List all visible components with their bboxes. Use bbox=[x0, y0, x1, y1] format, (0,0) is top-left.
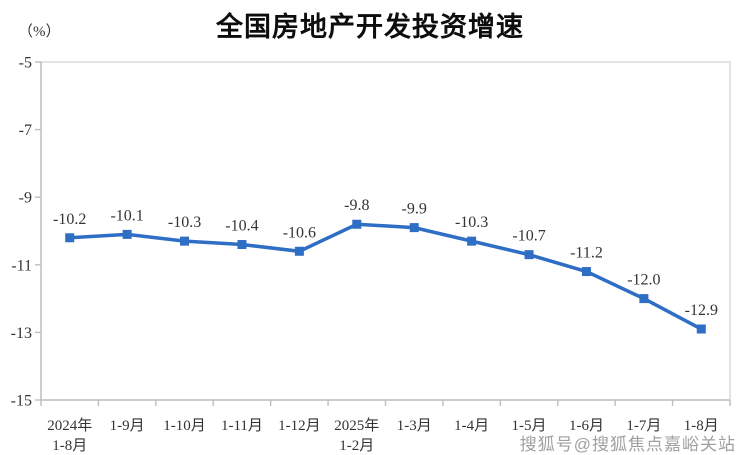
chart-title: 全国房地产开发投资增速 bbox=[216, 12, 524, 42]
data-point-marker bbox=[696, 324, 706, 334]
x-axis-tick-label: 1-5月 bbox=[512, 418, 547, 434]
y-axis-tick-label: -13 bbox=[11, 325, 32, 342]
plot-area-border bbox=[40, 61, 731, 401]
data-point-label: -9.8 bbox=[344, 197, 369, 214]
x-axis-tick-label: 2024年 1-8月 bbox=[47, 417, 92, 454]
data-point-label: -11.2 bbox=[570, 245, 603, 262]
x-axis-tick-label: 1-4月 bbox=[454, 418, 489, 434]
data-point-label: -10.7 bbox=[512, 228, 545, 245]
data-series-line bbox=[69, 222, 703, 331]
y-axis-tick-label: -15 bbox=[11, 393, 32, 410]
data-point-marker bbox=[352, 219, 362, 229]
x-axis-tick-label: 1-8月 bbox=[684, 418, 719, 434]
data-point-marker bbox=[180, 236, 190, 246]
data-point-marker bbox=[581, 267, 591, 277]
data-point-label: -10.2 bbox=[53, 211, 86, 228]
data-point-label: -9.9 bbox=[402, 201, 427, 218]
x-axis-tick-label: 1-11月 bbox=[221, 418, 263, 434]
x-axis-tick-label: 1-10月 bbox=[163, 418, 206, 434]
data-point-label: -10.6 bbox=[283, 224, 316, 241]
data-point-label: -12.9 bbox=[685, 302, 718, 319]
data-point-label: -10.3 bbox=[168, 214, 201, 231]
x-axis-tick-label: 2025年 1-2月 bbox=[334, 417, 379, 454]
data-point-marker bbox=[639, 294, 649, 304]
y-axis-tick-label: -11 bbox=[11, 257, 32, 274]
y-axis-tick-label: -5 bbox=[19, 55, 32, 72]
data-point-marker bbox=[294, 246, 304, 256]
y-axis-tick-label: -7 bbox=[19, 122, 32, 139]
data-point-label: -10.3 bbox=[455, 214, 488, 231]
data-point-marker bbox=[237, 240, 247, 250]
data-point-marker bbox=[122, 229, 132, 239]
x-axis-tick-label: 1-3月 bbox=[397, 418, 432, 434]
y-axis-tick-label: -9 bbox=[19, 190, 32, 207]
watermark: 搜狐号@搜狐焦点嘉峪关站 bbox=[519, 435, 736, 454]
data-point-marker bbox=[65, 233, 75, 243]
x-axis-tick-label: 1-12月 bbox=[278, 418, 321, 434]
data-point-label: -10.4 bbox=[225, 218, 258, 235]
data-point-marker bbox=[524, 250, 534, 260]
data-point-marker bbox=[409, 223, 419, 233]
data-point-label: -12.0 bbox=[627, 272, 660, 289]
y-axis-unit-label: （%） bbox=[18, 24, 61, 40]
x-axis-tick-label: 1-7月 bbox=[626, 418, 661, 434]
x-axis-tick-label: 1-9月 bbox=[110, 418, 145, 434]
data-point-marker bbox=[467, 236, 477, 246]
data-point-label: -10.1 bbox=[110, 207, 143, 224]
x-axis-tick-label: 1-6月 bbox=[569, 418, 604, 434]
